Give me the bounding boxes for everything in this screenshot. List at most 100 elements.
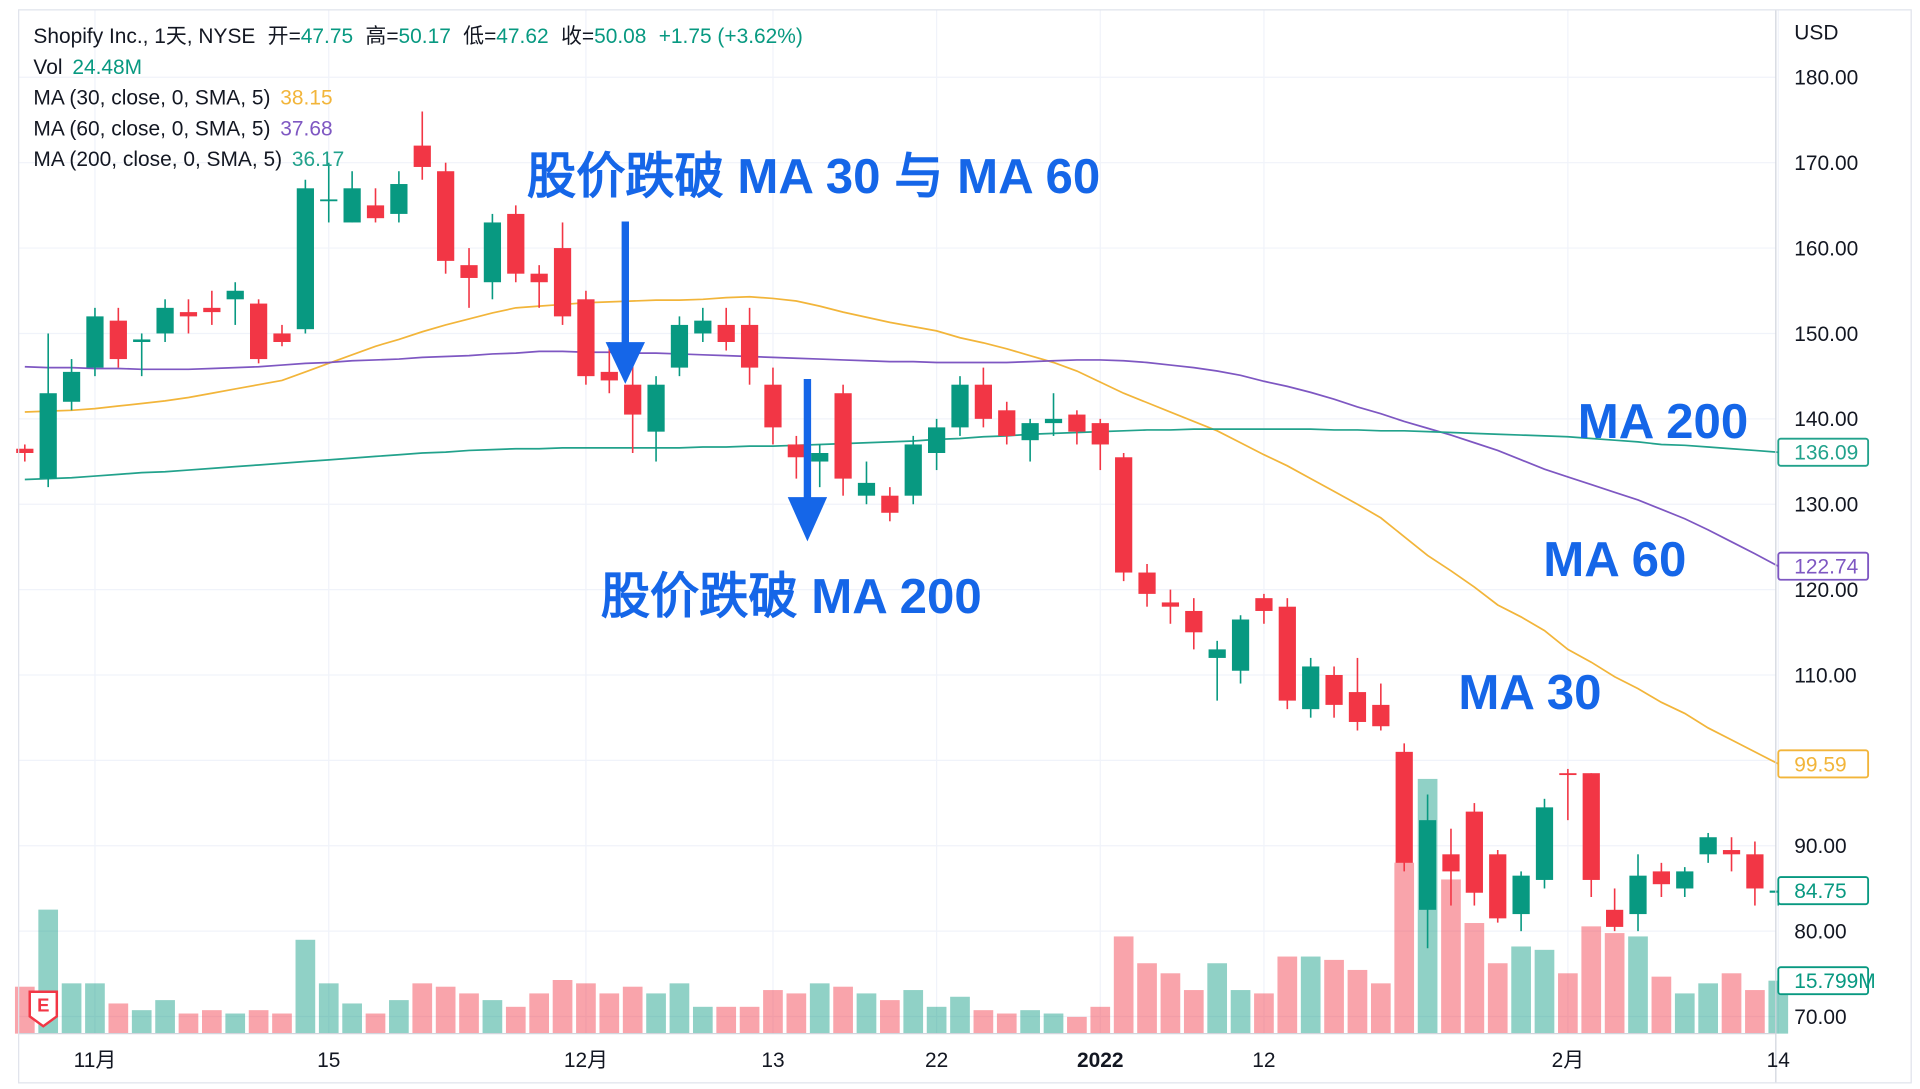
candle-body <box>1115 457 1133 573</box>
volume-bar <box>1394 862 1415 1034</box>
candle-body <box>834 393 852 479</box>
volume-bar <box>1160 973 1181 1034</box>
candle-body <box>1372 704 1390 727</box>
grid <box>18 9 1779 1034</box>
volume-bar <box>996 1013 1017 1034</box>
volume-bar <box>552 980 573 1034</box>
y-tick-label: 150.00 <box>1794 323 1858 346</box>
x-tick-label: 12 <box>1252 1049 1275 1072</box>
candle-body <box>998 410 1016 436</box>
volume-bar <box>926 1006 947 1034</box>
candle-body <box>366 205 385 219</box>
candle-body <box>577 299 595 377</box>
candle-body <box>109 320 127 360</box>
legend-line: MA (200, close, 0, SMA, 5) 36.17 <box>33 148 344 171</box>
legend-line: Vol 24.48M <box>33 56 142 79</box>
x-tick-label: 11月 <box>74 1049 117 1072</box>
legend-name: MA (30, close, 0, SMA, 5) <box>33 87 270 110</box>
volume-bar <box>786 993 807 1034</box>
x-tick-label: 12月 <box>564 1049 608 1072</box>
volume-bar <box>1698 983 1718 1034</box>
candle-body <box>1161 602 1180 607</box>
candle-body <box>437 171 455 261</box>
candle-body <box>86 316 104 368</box>
volume-bar <box>225 1013 246 1034</box>
price-badge <box>1777 551 1870 581</box>
candle-body <box>1044 418 1063 424</box>
price-badge <box>1777 437 1870 467</box>
volume-bar <box>599 993 620 1034</box>
volume-bar <box>1207 963 1228 1034</box>
volume-bar <box>1370 983 1391 1034</box>
volume-bar <box>1324 959 1344 1034</box>
x-tick-label: 14 <box>1767 1049 1791 1072</box>
volume-bar <box>950 996 970 1034</box>
volume-bar <box>1534 949 1555 1034</box>
candle-body <box>1021 423 1039 441</box>
candle-body <box>624 384 642 415</box>
candle-body <box>881 495 899 513</box>
volume-bar <box>505 1006 526 1034</box>
candle-body <box>1395 751 1413 863</box>
volume-bar <box>1464 923 1485 1034</box>
volume-bar <box>1721 973 1742 1034</box>
volume-bar <box>1230 990 1251 1034</box>
volume-bar <box>1511 946 1531 1034</box>
y-tick-label: 120.00 <box>1794 579 1858 602</box>
volume-bar <box>646 993 666 1034</box>
volume-bar <box>365 1013 386 1034</box>
volume-bar <box>1043 1013 1064 1034</box>
candle-body <box>1255 598 1273 611</box>
x-tick-label: 2022 <box>1077 1049 1124 1072</box>
ohlc-value: 47.62 <box>496 25 548 48</box>
candle-body <box>1231 619 1250 671</box>
price-badge <box>1777 966 1870 996</box>
candle-body <box>647 384 665 432</box>
volume-bar <box>1651 976 1672 1034</box>
candle-body <box>156 307 174 334</box>
ma-line <box>24 350 1779 567</box>
price-badge-label: 122.74 <box>1794 556 1858 579</box>
volume-bar <box>435 986 456 1034</box>
annotation: 股价跌破 MA 30 与 MA 60 <box>527 149 1100 204</box>
candle-body <box>1582 773 1600 880</box>
candle-body <box>273 333 291 342</box>
ohlc-label: 低= <box>463 25 496 48</box>
legend-name: MA (60, close, 0, SMA, 5) <box>33 117 270 140</box>
volume-bar <box>61 983 82 1034</box>
candle-body <box>1278 606 1296 701</box>
price-axis: 70.0080.0090.00100.00110.00120.00130.001… <box>1794 67 1858 1029</box>
annotation: MA 30 <box>1458 665 1601 720</box>
candle-body <box>16 448 34 453</box>
candle-body <box>507 213 525 274</box>
candle-body <box>203 307 221 313</box>
candle-body <box>740 324 759 368</box>
candle-body <box>530 273 548 283</box>
candle-body <box>974 384 992 419</box>
ohlc-label: 收= <box>561 25 594 48</box>
candle-body <box>1091 423 1109 445</box>
candle-body <box>483 222 502 283</box>
earnings-icon <box>28 990 59 1028</box>
volume-bar <box>809 983 830 1034</box>
candle-body <box>179 312 198 317</box>
price-badge <box>1777 876 1870 906</box>
volume-bar <box>318 983 339 1034</box>
candle-body <box>811 452 829 462</box>
annotation: MA 200 <box>1578 394 1749 449</box>
time-axis: 11月 15 12月 13 22 2022 12 2月 14 <box>74 1049 1791 1072</box>
ma-line <box>24 295 1779 765</box>
volume-bar <box>622 986 643 1034</box>
candle-body <box>62 371 81 402</box>
volume-bar <box>389 1000 409 1034</box>
volume-bar <box>482 1000 503 1034</box>
candle-body <box>904 444 922 496</box>
candle-body <box>1676 871 1694 889</box>
volume-bar <box>85 983 105 1034</box>
candle-body <box>1629 875 1647 915</box>
candle-body <box>553 248 572 317</box>
ohlc-label: 开= <box>268 25 301 48</box>
volume-bar <box>108 1003 129 1034</box>
candle-body <box>1208 649 1226 658</box>
